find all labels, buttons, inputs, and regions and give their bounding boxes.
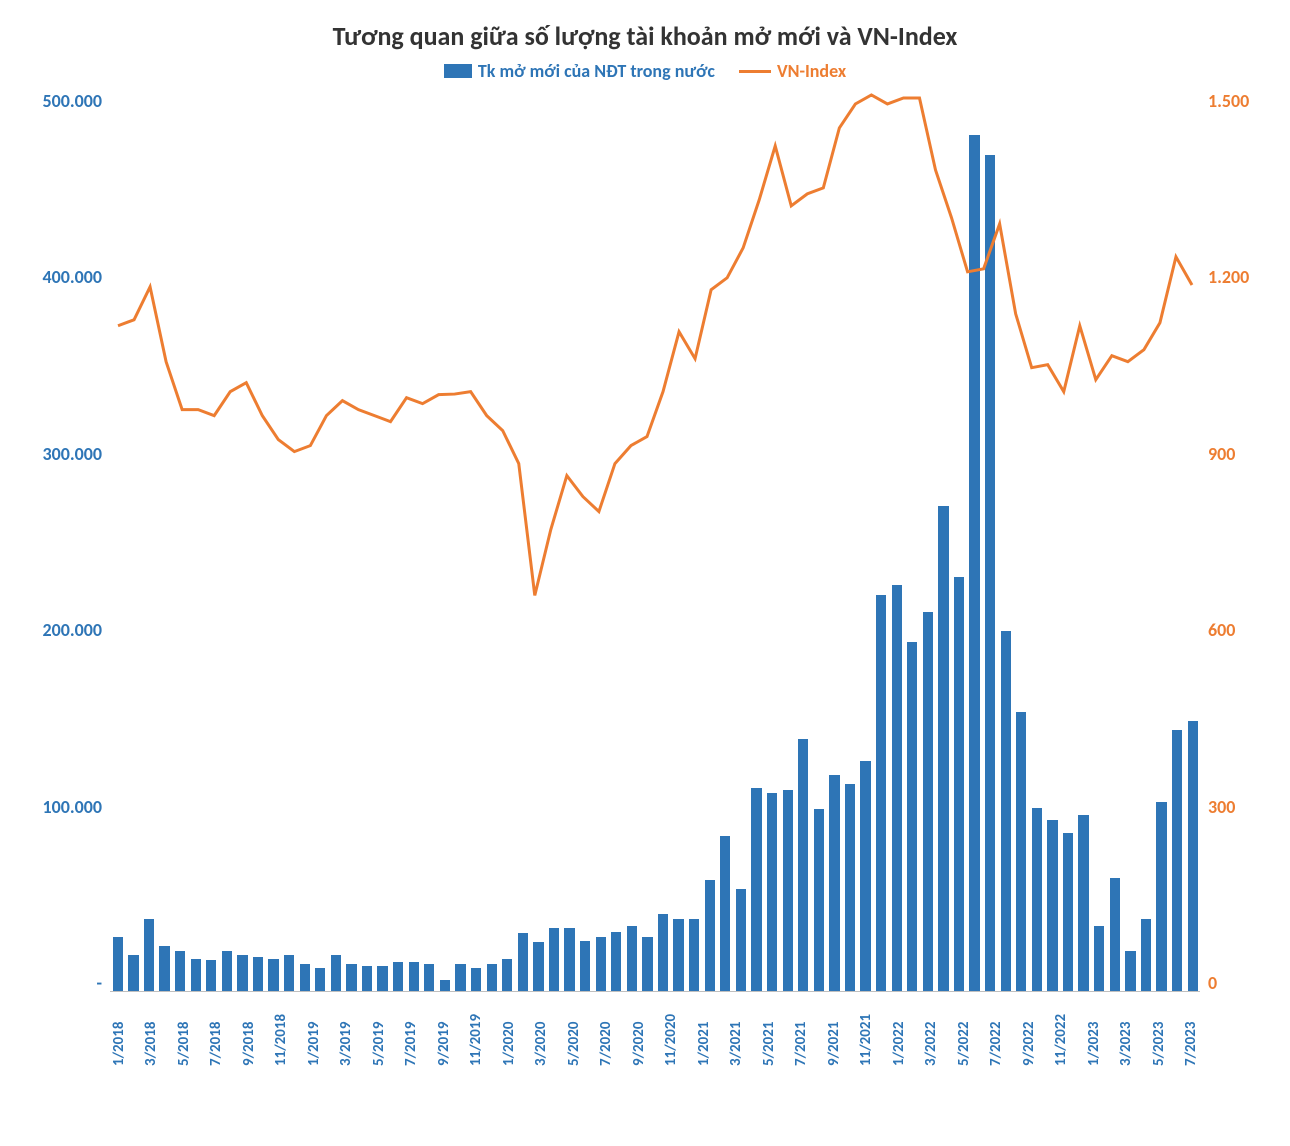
x-tick: 5/2022 bbox=[955, 992, 973, 1072]
legend-bar-label: Tk mở mới của NĐT trong nước bbox=[478, 60, 715, 82]
x-tick: 3/2018 bbox=[142, 992, 160, 1072]
bar-swatch-icon bbox=[444, 64, 472, 78]
x-tick bbox=[680, 992, 694, 1072]
x-tick bbox=[1038, 992, 1052, 1072]
x-tick: 7/2021 bbox=[792, 992, 810, 1072]
legend-item-line: VN-Index bbox=[739, 60, 846, 82]
x-tick bbox=[973, 992, 987, 1072]
x-tick bbox=[615, 992, 629, 1072]
line-layer bbox=[110, 92, 1200, 991]
x-tick: 3/2023 bbox=[1117, 992, 1135, 1072]
correlation-chart: Tương quan giữa số lượng tài khoản mở mớ… bbox=[20, 20, 1270, 1120]
x-tick: 9/2019 bbox=[435, 992, 453, 1072]
y-left-tick: 400.000 bbox=[28, 268, 102, 286]
x-tick bbox=[420, 992, 434, 1072]
y-right-tick: 0 bbox=[1208, 974, 1262, 992]
x-tick: 11/2020 bbox=[662, 992, 680, 1072]
x-tick: 5/2020 bbox=[565, 992, 583, 1072]
y-right-tick: 600 bbox=[1208, 621, 1262, 639]
x-tick: 3/2020 bbox=[532, 992, 550, 1072]
y-right-tick: 300 bbox=[1208, 798, 1262, 816]
x-tick bbox=[160, 992, 174, 1072]
x-tick: 3/2022 bbox=[922, 992, 940, 1072]
x-tick: 11/2021 bbox=[857, 992, 875, 1072]
x-tick bbox=[453, 992, 467, 1072]
x-tick: 5/2019 bbox=[370, 992, 388, 1072]
x-tick: 7/2018 bbox=[207, 992, 225, 1072]
x-tick bbox=[323, 992, 337, 1072]
y-right-tick: 1.500 bbox=[1208, 92, 1262, 110]
x-tick bbox=[875, 992, 889, 1072]
x-tick bbox=[583, 992, 597, 1072]
x-tick bbox=[518, 992, 532, 1072]
x-tick bbox=[258, 992, 272, 1072]
x-tick bbox=[1005, 992, 1019, 1072]
plot-wrapper: 500.000 400.000 300.000 200.000 100.000 - 1.5… bbox=[20, 92, 1270, 992]
x-tick bbox=[713, 992, 727, 1072]
x-tick: 5/2018 bbox=[175, 992, 193, 1072]
x-tick bbox=[648, 992, 662, 1072]
x-tick: 9/2022 bbox=[1020, 992, 1038, 1072]
x-tick: 7/2019 bbox=[402, 992, 420, 1072]
x-tick bbox=[550, 992, 564, 1072]
y-left-tick: 100.000 bbox=[28, 798, 102, 816]
x-tick: 3/2021 bbox=[727, 992, 745, 1072]
x-tick: 7/2020 bbox=[597, 992, 615, 1072]
x-tick bbox=[810, 992, 824, 1072]
x-axis: 1/2018 3/2018 5/2018 7/2018 9/2018 11/2018 1/2… bbox=[110, 992, 1200, 1072]
x-tick: 1/2022 bbox=[890, 992, 908, 1072]
x-tick: 5/2021 bbox=[760, 992, 778, 1072]
x-tick: 11/2018 bbox=[272, 992, 290, 1072]
x-tick bbox=[290, 992, 304, 1072]
x-tick: 9/2018 bbox=[240, 992, 258, 1072]
legend-line-label: VN-Index bbox=[777, 60, 846, 82]
x-tick: 1/2023 bbox=[1085, 992, 1103, 1072]
line-swatch-icon bbox=[739, 70, 771, 73]
y-right-tick: 1.200 bbox=[1208, 268, 1262, 286]
x-tick bbox=[940, 992, 954, 1072]
x-tick: 1/2020 bbox=[500, 992, 518, 1072]
x-tick bbox=[225, 992, 239, 1072]
y-left-tick: 300.000 bbox=[28, 445, 102, 463]
x-tick: 5/2023 bbox=[1150, 992, 1168, 1072]
x-tick bbox=[128, 992, 142, 1072]
x-tick: 7/2023 bbox=[1182, 992, 1200, 1072]
x-tick: 7/2022 bbox=[987, 992, 1005, 1072]
x-tick: 1/2021 bbox=[695, 992, 713, 1072]
x-tick bbox=[485, 992, 499, 1072]
y-left-tick: 500.000 bbox=[28, 92, 102, 110]
plot-area bbox=[110, 92, 1200, 992]
chart-title: Tương quan giữa số lượng tài khoản mở mớ… bbox=[20, 20, 1270, 52]
x-tick bbox=[745, 992, 759, 1072]
x-tick bbox=[1103, 992, 1117, 1072]
x-tick bbox=[908, 992, 922, 1072]
y-axis-right: 1.500 1.200 900 600 300 0 bbox=[1200, 92, 1270, 992]
x-tick bbox=[1168, 992, 1182, 1072]
x-tick: 9/2021 bbox=[825, 992, 843, 1072]
x-tick bbox=[193, 992, 207, 1072]
legend-item-bar: Tk mở mới của NĐT trong nước bbox=[444, 60, 715, 82]
x-tick bbox=[355, 992, 369, 1072]
x-tick bbox=[1070, 992, 1084, 1072]
x-tick bbox=[1135, 992, 1149, 1072]
vn-index-line bbox=[118, 95, 1192, 595]
x-tick: 1/2019 bbox=[305, 992, 323, 1072]
x-tick: 9/2020 bbox=[630, 992, 648, 1072]
x-tick bbox=[388, 992, 402, 1072]
x-tick: 1/2018 bbox=[110, 992, 128, 1072]
legend: Tk mở mới của NĐT trong nước VN-Index bbox=[20, 60, 1270, 82]
y-left-tick: 200.000 bbox=[28, 621, 102, 639]
y-right-tick: 900 bbox=[1208, 445, 1262, 463]
y-axis-left: 500.000 400.000 300.000 200.000 100.000 - bbox=[20, 92, 110, 992]
x-tick bbox=[843, 992, 857, 1072]
y-left-tick: - bbox=[28, 974, 102, 992]
x-tick bbox=[778, 992, 792, 1072]
x-tick: 11/2022 bbox=[1052, 992, 1070, 1072]
x-tick: 11/2019 bbox=[467, 992, 485, 1072]
x-tick: 3/2019 bbox=[337, 992, 355, 1072]
